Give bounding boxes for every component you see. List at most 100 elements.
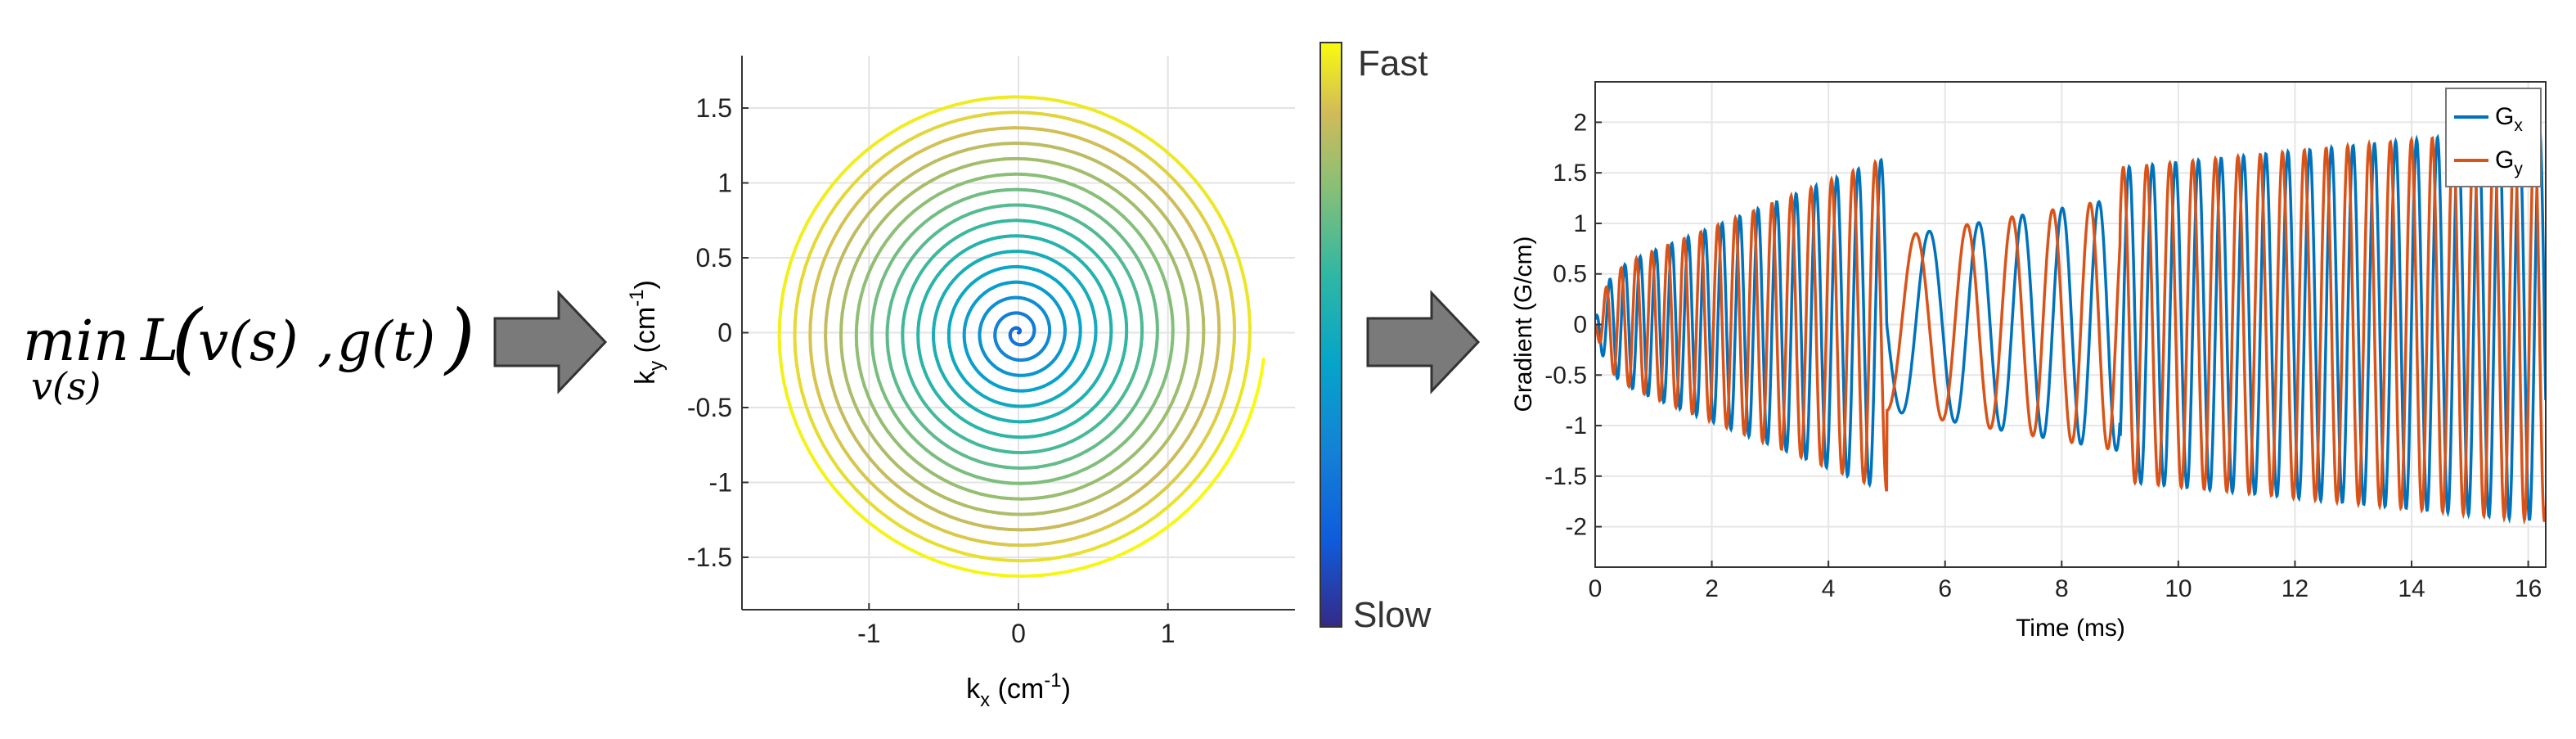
spiral-segment	[801, 437, 811, 454]
gradient-y-tick-label: 2	[1573, 109, 1587, 136]
spiral-segment	[1196, 282, 1203, 296]
spiral-segment	[974, 128, 991, 133]
spiral-segment	[1041, 494, 1054, 499]
equation: min v(s) L ( v(s) , g(t) )	[23, 294, 475, 408]
spiral-segment	[1190, 200, 1202, 214]
spiral-segment	[789, 409, 798, 427]
spiral-segment	[785, 394, 793, 413]
spiral-segment	[1218, 394, 1226, 411]
gradient-plot: 0 2 4 6 8 10 12 14 16 -2 -1.5 -1 -0.5 0 0.5 1 1.5 2 Time …	[1510, 81, 2547, 642]
spiral-segment	[851, 151, 866, 164]
spiral-segment	[1063, 551, 1081, 558]
spiral-y-tick-label: 0.5	[696, 243, 732, 273]
spiral-segment	[813, 227, 824, 243]
spiral-segment	[937, 543, 954, 552]
spiral-segment	[997, 511, 1012, 516]
spiral-segment	[1001, 142, 1017, 146]
spiral-segment	[1193, 373, 1200, 389]
spiral-segment	[1106, 202, 1118, 212]
spiral-segment	[949, 165, 964, 173]
spiral-segment	[1027, 110, 1044, 116]
spiral-segment	[861, 448, 873, 462]
spiral-segment	[834, 394, 842, 409]
spiral-segment	[825, 298, 831, 314]
spiral-segment	[1033, 542, 1051, 547]
spiral-segment	[1154, 418, 1164, 431]
spiral-segment	[1170, 199, 1182, 213]
spiral-segment	[966, 145, 982, 151]
spiral-segment	[896, 503, 910, 515]
spiral-segment	[1147, 219, 1158, 232]
spiral-segment	[1213, 438, 1224, 455]
spiral-segment	[1187, 424, 1197, 439]
spiral-segment	[906, 132, 923, 142]
spiral-segment	[1066, 566, 1086, 574]
spiral-segment	[1051, 570, 1070, 576]
spiral-segment	[1065, 503, 1080, 511]
spiral-segment	[1138, 535, 1155, 547]
spiral-segment	[793, 307, 798, 325]
colorbar-gradient	[1319, 42, 1342, 628]
spiral-segment	[1180, 435, 1190, 449]
spiral-segment	[901, 171, 915, 182]
spiral-segment	[1024, 157, 1039, 162]
gradient-x-tick-label: 16	[2515, 575, 2542, 602]
spiral-segment	[919, 126, 936, 136]
spiral-segment	[840, 356, 846, 372]
spiral-segment	[886, 205, 898, 216]
spiral-segment	[1126, 489, 1140, 501]
spiral-ticks: -1 0 1 -1.5 -1 -0.5 0 0.5 1 1.5	[687, 93, 1176, 648]
spiral-segment	[968, 537, 984, 543]
spiral-segment	[808, 335, 812, 351]
spiral-segment	[1198, 350, 1204, 366]
spiral-segment	[926, 141, 942, 150]
spiral-segment	[843, 182, 856, 196]
gradient-series-line	[1595, 126, 2546, 525]
spiral-segment	[1194, 178, 1207, 194]
spiral-segment	[1153, 445, 1164, 458]
spiral-segment	[1203, 253, 1211, 269]
spiral-segment	[964, 178, 978, 184]
spiral-segment	[885, 475, 899, 488]
spiral-segment	[857, 364, 864, 378]
spiral-segment	[971, 522, 987, 529]
spiral-segment	[818, 258, 826, 274]
spiral-segment	[1156, 484, 1170, 498]
spiral-segment	[1133, 184, 1146, 196]
spiral-segment	[849, 457, 861, 471]
spiral-segment	[799, 219, 810, 237]
spiral-segment	[1117, 458, 1130, 469]
spiral-segment	[866, 229, 876, 243]
spiral-segment	[1230, 300, 1236, 318]
spiral-segment	[804, 404, 813, 421]
spiral-segment	[1185, 306, 1190, 321]
gradient-x-tick-label: 10	[2165, 575, 2192, 602]
spiral-segment	[1173, 417, 1183, 430]
spiral-segment	[1145, 493, 1160, 506]
spiral-segment	[794, 293, 800, 310]
spiral-segment	[1252, 388, 1260, 407]
spiral-segment	[1140, 210, 1151, 223]
spiral-segment	[1182, 189, 1194, 204]
spiral-segment	[1153, 228, 1163, 241]
spiral-segment	[1115, 189, 1128, 200]
gradient-series-line	[1595, 122, 2546, 525]
spiral-segment	[855, 344, 860, 358]
spiral-segment	[1040, 112, 1058, 118]
spiral-segment	[811, 282, 818, 300]
spiral-segment	[1038, 127, 1055, 133]
spiral-segment	[880, 448, 892, 460]
spiral-segment	[1216, 302, 1221, 318]
spiral-segment	[1184, 349, 1189, 363]
spiral-segment	[912, 112, 929, 122]
spiral-segment	[1208, 471, 1221, 488]
spiral-segment	[887, 516, 902, 528]
spiral-segment	[974, 175, 988, 181]
spiral-segment	[1212, 235, 1221, 251]
spiral-segment	[1042, 509, 1058, 515]
spiral-segment	[826, 203, 838, 219]
spiral-segment	[1167, 426, 1177, 440]
arrow-right-icon	[493, 290, 608, 394]
spiral-segment	[1144, 454, 1157, 466]
spiral-segment	[862, 274, 870, 287]
